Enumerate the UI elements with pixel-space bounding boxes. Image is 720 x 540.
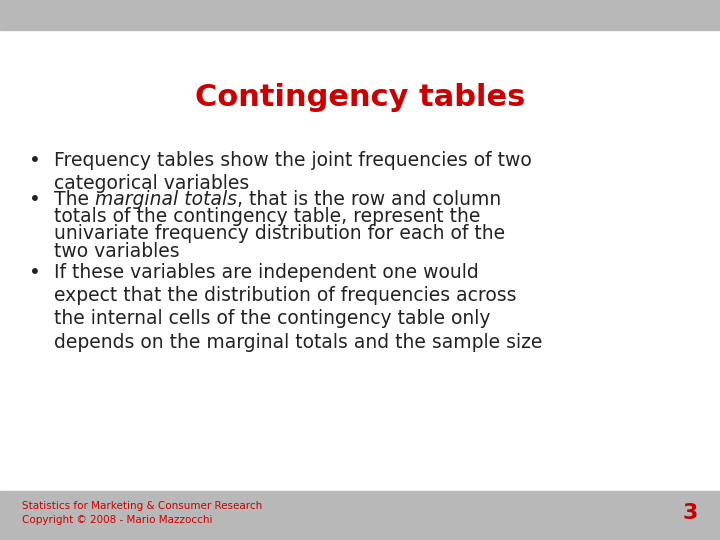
Text: two variables: two variables bbox=[54, 242, 179, 261]
Text: •: • bbox=[29, 190, 40, 209]
Text: Frequency tables show the joint frequencies of two
categorical variables: Frequency tables show the joint frequenc… bbox=[54, 151, 532, 193]
Text: If these variables are independent one would
expect that the distribution of fre: If these variables are independent one w… bbox=[54, 263, 542, 352]
Text: Contingency tables: Contingency tables bbox=[195, 83, 525, 112]
Text: marginal totals: marginal totals bbox=[95, 190, 237, 209]
Text: totals of the contingency table, represent the: totals of the contingency table, represe… bbox=[54, 207, 480, 226]
Text: The: The bbox=[54, 190, 95, 209]
Text: Statistics for Marketing & Consumer Research
Copyright © 2008 - Mario Mazzocchi: Statistics for Marketing & Consumer Rese… bbox=[22, 501, 262, 525]
Text: •: • bbox=[29, 263, 40, 282]
Text: , that is the row and column: , that is the row and column bbox=[237, 190, 501, 209]
Bar bbox=[0, 491, 720, 540]
Text: 3: 3 bbox=[683, 503, 698, 523]
Text: univariate frequency distribution for each of the: univariate frequency distribution for ea… bbox=[54, 225, 505, 244]
Bar bbox=[0, 0, 720, 30]
Text: •: • bbox=[29, 151, 40, 170]
